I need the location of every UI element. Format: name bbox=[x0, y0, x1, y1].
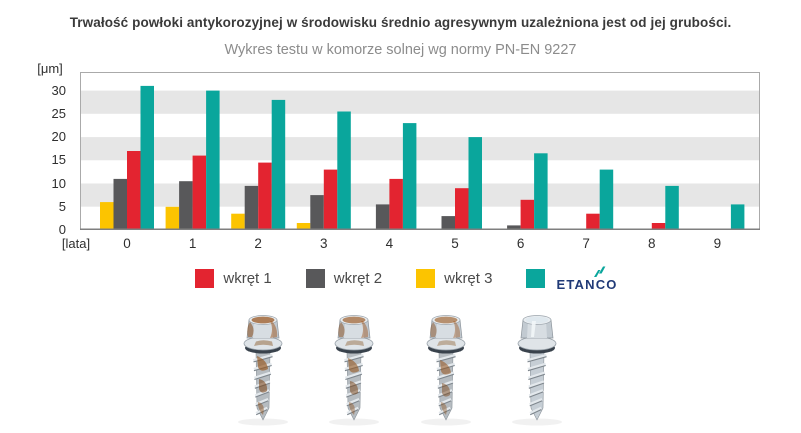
screw-photo-wkret-2 bbox=[329, 315, 380, 426]
etanco-logo: ETANCO bbox=[556, 266, 617, 291]
x-tick-2: 2 bbox=[254, 236, 262, 251]
y-tick-0: 0 bbox=[58, 222, 66, 237]
x-tick-5: 5 bbox=[451, 236, 459, 251]
x-axis-tick-labels: 0 1 2 3 4 5 6 7 8 9 bbox=[80, 236, 760, 254]
bar-wkr-t-2-year-3 bbox=[310, 195, 324, 230]
legend-item-wkr-t-2: wkręt 2 bbox=[305, 269, 383, 288]
y-axis-unit-label: [μm] bbox=[37, 61, 63, 76]
bar-wkr-t-1-year-1 bbox=[192, 155, 207, 230]
y-tick-5: 5 bbox=[58, 198, 66, 214]
legend-label-wkr-t-3: wkręt 3 bbox=[444, 270, 493, 287]
y-axis-tick-labels: 0 5 10 15 20 25 30 bbox=[30, 72, 70, 237]
bar-wkr-t-2-year-2 bbox=[244, 185, 259, 230]
bar-wkr-t-2-year-0 bbox=[113, 178, 127, 230]
bar-wkr-t-1-year-6 bbox=[520, 199, 535, 230]
chart-title: Trwałość powłoki antykorozyjnej w środow… bbox=[69, 15, 732, 30]
legend-swatch-wkr-t-1 bbox=[195, 269, 215, 288]
y-tick-15: 15 bbox=[51, 152, 66, 168]
x-tick-6: 6 bbox=[516, 236, 525, 251]
bar-etanco-year-0 bbox=[140, 85, 154, 231]
bar-wkr-t-1-year-7 bbox=[586, 213, 600, 230]
legend-item-wkr-t-3: wkręt 3 bbox=[416, 269, 492, 288]
x-tick-7: 7 bbox=[582, 236, 590, 251]
legend-label-wkr-t-1: wkręt 1 bbox=[223, 270, 272, 287]
x-axis-unit-label: [lata] bbox=[61, 236, 91, 251]
screw-photo-wkret-3 bbox=[420, 315, 471, 426]
bar-etanco-year-7 bbox=[599, 169, 614, 230]
legend-swatch-etanco bbox=[526, 269, 546, 288]
bar-etanco-year-1 bbox=[206, 90, 220, 230]
legend-item-etanco: ETANCO bbox=[526, 266, 617, 291]
bar-etanco-year-4 bbox=[402, 123, 417, 230]
bar-etanco-year-9 bbox=[730, 204, 745, 230]
bar-wkr-t-1-year-0 bbox=[127, 151, 141, 230]
bar-wkr-t-3-year-3 bbox=[296, 223, 311, 230]
x-tick-9: 9 bbox=[713, 236, 722, 251]
grid-band-25-30 bbox=[81, 90, 759, 114]
plot-area bbox=[80, 72, 760, 231]
lightning-icon bbox=[594, 266, 606, 277]
y-tick-20: 20 bbox=[51, 129, 66, 145]
legend-item-wkr-t-1: wkręt 1 bbox=[195, 269, 272, 288]
x-tick-8: 8 bbox=[648, 236, 656, 251]
chart-legend: wkręt 1 wkręt 2 wkręt 3 ETANCO bbox=[0, 266, 801, 291]
bar-etanco-year-8 bbox=[665, 185, 679, 230]
x-tick-0: 0 bbox=[123, 236, 131, 251]
y-tick-25: 25 bbox=[51, 105, 66, 121]
screw-photo-wkret-1 bbox=[238, 315, 288, 426]
screw-photo-etanco bbox=[511, 315, 562, 426]
bar-wkr-t-2-year-1 bbox=[179, 181, 193, 230]
bar-etanco-year-2 bbox=[271, 99, 286, 231]
bar-wkr-t-3-year-2 bbox=[231, 213, 245, 230]
bar-wkr-t-1-year-3 bbox=[323, 169, 338, 230]
bar-etanco-year-6 bbox=[534, 153, 548, 230]
bar-wkr-t-2-year-4 bbox=[375, 204, 390, 230]
bar-wkr-t-1-year-5 bbox=[455, 188, 469, 230]
y-tick-30: 30 bbox=[51, 82, 66, 98]
bar-wkr-t-2-year-6 bbox=[507, 225, 521, 230]
bar-wkr-t-1-year-8 bbox=[651, 223, 666, 230]
grid-band-15-20 bbox=[81, 137, 759, 161]
screw-photos-row bbox=[232, 308, 568, 426]
x-tick-3: 3 bbox=[320, 236, 328, 251]
bar-etanco-year-5 bbox=[468, 137, 482, 230]
bar-wkr-t-2-year-5 bbox=[441, 216, 455, 230]
legend-swatch-wkr-t-2 bbox=[305, 269, 325, 288]
legend-swatch-wkr-t-3 bbox=[416, 269, 436, 288]
bar-wkr-t-1-year-2 bbox=[258, 162, 272, 230]
bar-wkr-t-3-year-0 bbox=[100, 202, 114, 230]
bar-etanco-year-3 bbox=[337, 111, 351, 230]
y-tick-10: 10 bbox=[51, 175, 66, 191]
chart-subtitle: Wykres testu w komorze solnej wg normy P… bbox=[224, 42, 577, 58]
bar-wkr-t-1-year-4 bbox=[389, 178, 403, 230]
etanco-logo-text: ETANCO bbox=[556, 277, 618, 292]
x-tick-1: 1 bbox=[188, 236, 197, 251]
bar-chart-svg bbox=[80, 72, 760, 231]
bar-wkr-t-3-year-1 bbox=[165, 206, 180, 230]
legend-label-wkr-t-2: wkręt 2 bbox=[333, 270, 383, 287]
x-tick-4: 4 bbox=[385, 236, 394, 251]
